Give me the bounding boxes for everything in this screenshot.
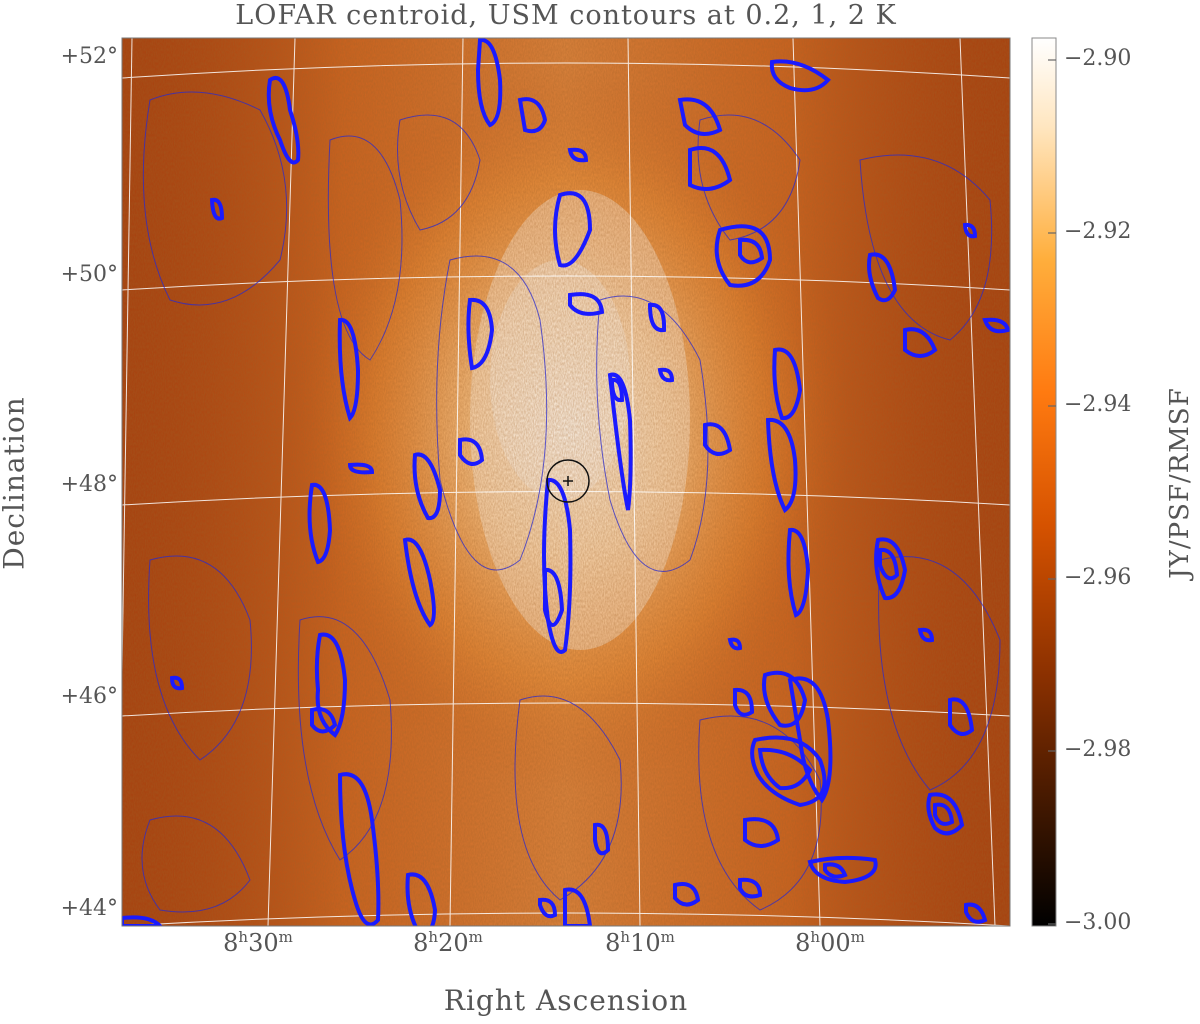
- colorbar-tick-label: −3.00: [1064, 910, 1132, 935]
- usm-contours-thin: [141, 91, 1001, 913]
- colorbar-tick-label: −2.92: [1064, 219, 1132, 244]
- sky-image: [122, 38, 1010, 926]
- usm-contours-thick: [122, 38, 1010, 926]
- plot-title: LOFAR centroid, USM contours at 0.2, 1, …: [235, 0, 897, 31]
- colorbar-tick-label: −2.96: [1064, 565, 1132, 590]
- colorbar: [1031, 37, 1057, 927]
- colorbar-tick-label: −2.94: [1064, 392, 1132, 417]
- ra-tick-label: 8h10m: [605, 928, 675, 957]
- coordinate-grid: [122, 38, 1010, 926]
- dec-tick-label: +52°: [60, 44, 118, 69]
- colorbar-label: JY/PSF/RMSF: [1165, 387, 1195, 579]
- dec-tick-label: +44°: [60, 896, 118, 921]
- ra-tick-label: 8h30m: [223, 928, 293, 957]
- centroid-marker: [546, 459, 590, 503]
- colorbar-tick-label: −2.90: [1064, 46, 1132, 71]
- dec-tick-label: +46°: [60, 684, 118, 709]
- dec-tick-label: +50°: [60, 262, 118, 287]
- colorbar-tick-label: −2.98: [1064, 737, 1132, 762]
- dec-tick-label: +48°: [60, 472, 118, 497]
- y-axis-label: Declination: [0, 396, 31, 570]
- x-axis-label: Right Ascension: [443, 984, 689, 1017]
- ra-tick-label: 8h00m: [795, 928, 865, 957]
- plot-frame: [121, 37, 1011, 927]
- ra-tick-label: 8h20m: [413, 928, 483, 957]
